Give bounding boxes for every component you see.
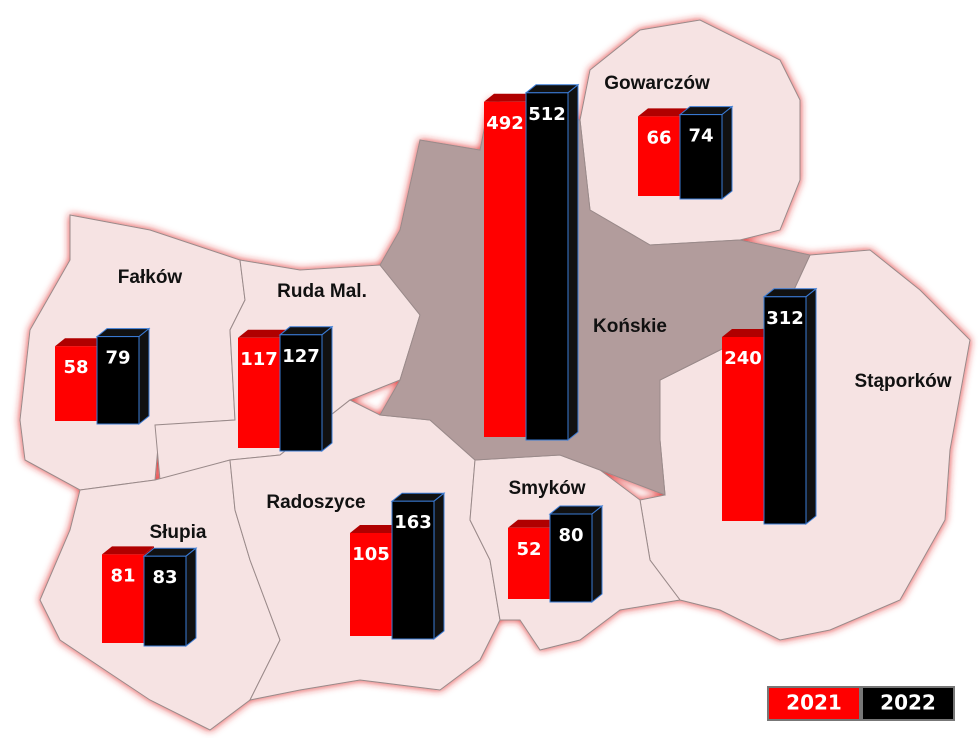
value-label: 312 bbox=[766, 308, 804, 329]
bar bbox=[722, 337, 764, 521]
bar-side bbox=[591, 504, 603, 604]
bar bbox=[238, 337, 280, 448]
legend: 2021 2022 bbox=[767, 686, 955, 721]
bar bbox=[508, 527, 550, 599]
region-name: Gowarczów bbox=[604, 73, 710, 94]
bar-top bbox=[722, 329, 774, 337]
value-label: 74 bbox=[688, 126, 713, 147]
value-label: 52 bbox=[516, 539, 541, 560]
region-name: Stąporków bbox=[854, 371, 951, 392]
value-label: 492 bbox=[486, 113, 524, 134]
bar-side bbox=[185, 547, 197, 648]
bar-top bbox=[638, 108, 690, 117]
bar bbox=[484, 101, 526, 438]
legend-label: 2022 bbox=[880, 691, 936, 715]
bar bbox=[638, 116, 680, 196]
region-name: Końskie bbox=[593, 316, 667, 337]
bar-groups: Fałków 58 79 Ruda Mal. 117 127 Końskie 492 512 Go… bbox=[55, 73, 952, 648]
value-label: 83 bbox=[152, 567, 177, 588]
bar bbox=[679, 114, 723, 200]
bar-top bbox=[55, 338, 107, 347]
bar-side bbox=[721, 105, 733, 201]
value-label: 80 bbox=[558, 525, 583, 546]
bar bbox=[55, 346, 97, 421]
bar bbox=[525, 92, 569, 441]
value-label: 117 bbox=[240, 349, 278, 370]
value-label: 58 bbox=[63, 357, 88, 378]
bar bbox=[763, 296, 807, 525]
region-name: Słupia bbox=[149, 522, 206, 543]
value-label: 127 bbox=[282, 346, 320, 367]
value-label: 512 bbox=[528, 104, 566, 125]
legend-swatch bbox=[861, 686, 955, 721]
bar bbox=[350, 533, 392, 636]
bar-side bbox=[805, 287, 817, 526]
bar-side bbox=[138, 327, 150, 426]
bar bbox=[143, 555, 187, 647]
region-name: Smyków bbox=[508, 478, 585, 499]
region-name: Fałków bbox=[118, 267, 183, 288]
bar-top bbox=[484, 93, 536, 102]
legend-label: 2021 bbox=[786, 691, 842, 715]
bar-top bbox=[238, 329, 290, 338]
bar bbox=[279, 334, 323, 452]
value-label: 240 bbox=[724, 348, 762, 369]
value-label: 79 bbox=[105, 348, 130, 369]
bar bbox=[391, 500, 435, 640]
bar-side bbox=[321, 325, 333, 453]
legend-swatch bbox=[767, 686, 861, 721]
bar bbox=[102, 554, 144, 643]
bar-top bbox=[350, 525, 402, 533]
value-label: 66 bbox=[646, 127, 671, 148]
bar-side bbox=[433, 492, 445, 641]
bar-top bbox=[102, 546, 154, 555]
region-name: Ruda Mal. bbox=[277, 281, 367, 302]
value-label: 163 bbox=[394, 512, 432, 533]
value-label: 81 bbox=[110, 565, 135, 586]
bar bbox=[549, 513, 593, 603]
bar-top bbox=[508, 519, 560, 528]
bar bbox=[96, 336, 140, 425]
bar-side bbox=[567, 83, 579, 442]
region-name: Radoszyce bbox=[266, 492, 365, 513]
value-label: 105 bbox=[352, 544, 390, 565]
